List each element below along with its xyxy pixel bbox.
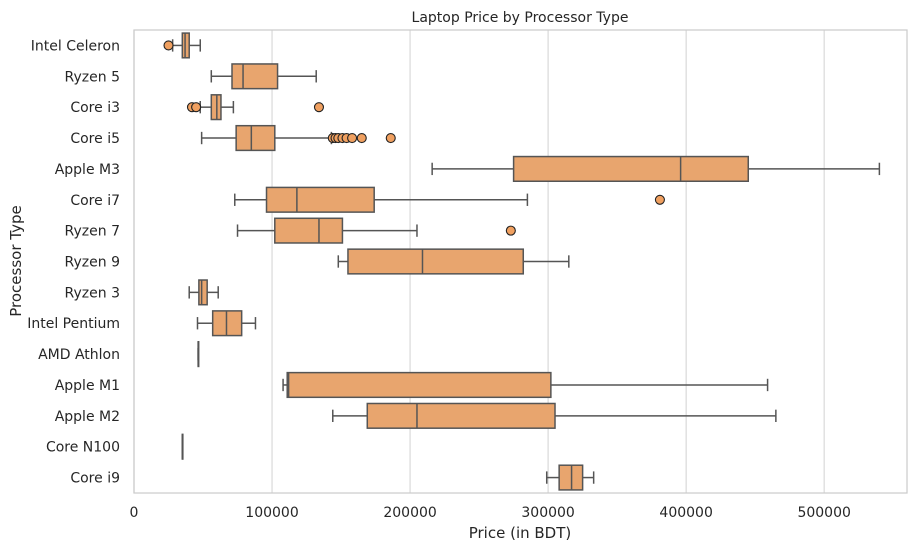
iqr-box	[347, 248, 525, 275]
box-group	[186, 94, 325, 121]
box-group	[188, 279, 219, 306]
box-group	[332, 402, 777, 429]
y-tick-label: AMD Athlon	[38, 347, 120, 363]
box-group	[181, 433, 184, 460]
box-group	[197, 341, 200, 368]
y-tick-labels: Intel Celeron Ryzen 5 Core i3 Core i5 Apple …	[27, 38, 120, 486]
outlier-point	[654, 194, 665, 205]
outlier-point	[347, 132, 358, 144]
y-tick-label: Core N100	[46, 440, 120, 456]
y-tick-label: Core i9	[70, 471, 120, 487]
y-tick-label: Ryzen 5	[65, 69, 120, 85]
iqr-box	[366, 402, 556, 429]
box-group	[196, 310, 257, 337]
outlier-point	[163, 40, 174, 51]
box-group	[234, 186, 665, 213]
outlier-point	[356, 132, 367, 144]
x-axis-label: Price (in BDT)	[469, 524, 572, 542]
iqr-box	[198, 279, 208, 306]
x-tick-label: 0	[130, 505, 139, 521]
y-axis-label: Processor Type	[7, 205, 25, 316]
box-group	[337, 248, 570, 275]
y-tick-label: Core i3	[70, 100, 120, 116]
iqr-box	[274, 217, 344, 244]
outlier-point	[191, 102, 202, 113]
y-tick-label: Core i5	[70, 131, 120, 147]
box-group	[431, 155, 881, 182]
outlier-point	[505, 225, 516, 236]
x-tick-label: 400000	[659, 505, 712, 521]
x-tick-label: 500000	[797, 505, 850, 521]
iqr-box	[265, 186, 375, 213]
box-group	[210, 63, 317, 90]
x-tick-labels: 0 100000 200000 300000 400000 500000	[130, 505, 851, 521]
iqr-box	[235, 124, 276, 152]
box-layer	[163, 32, 881, 491]
y-tick-label: Apple M1	[55, 378, 120, 394]
chart-title: Laptop Price by Processor Type	[412, 10, 629, 26]
y-tick-label: Intel Pentium	[27, 316, 120, 332]
y-tick-label: Ryzen 7	[65, 224, 120, 240]
x-tick-label: 300000	[521, 505, 574, 521]
plot-frame	[133, 29, 908, 494]
x-tick-label: 200000	[383, 505, 436, 521]
y-tick-label: Ryzen 3	[65, 285, 120, 301]
box-group	[200, 124, 396, 152]
y-tick-label: Intel Celeron	[31, 38, 120, 54]
iqr-box	[231, 63, 279, 90]
y-tick-label: Apple M2	[55, 409, 120, 425]
y-tick-label: Core i7	[70, 193, 120, 209]
iqr-box	[286, 371, 552, 399]
y-tick-label: Ryzen 9	[65, 255, 120, 271]
outlier-point	[385, 132, 396, 144]
iqr-box	[512, 155, 750, 182]
box-group	[282, 371, 769, 399]
x-tick-label: 100000	[245, 505, 298, 521]
y-tick-label: Apple M3	[55, 162, 120, 178]
box-group	[163, 32, 202, 59]
box-group	[236, 217, 516, 244]
outlier-point	[313, 102, 325, 113]
box-group	[545, 464, 595, 491]
